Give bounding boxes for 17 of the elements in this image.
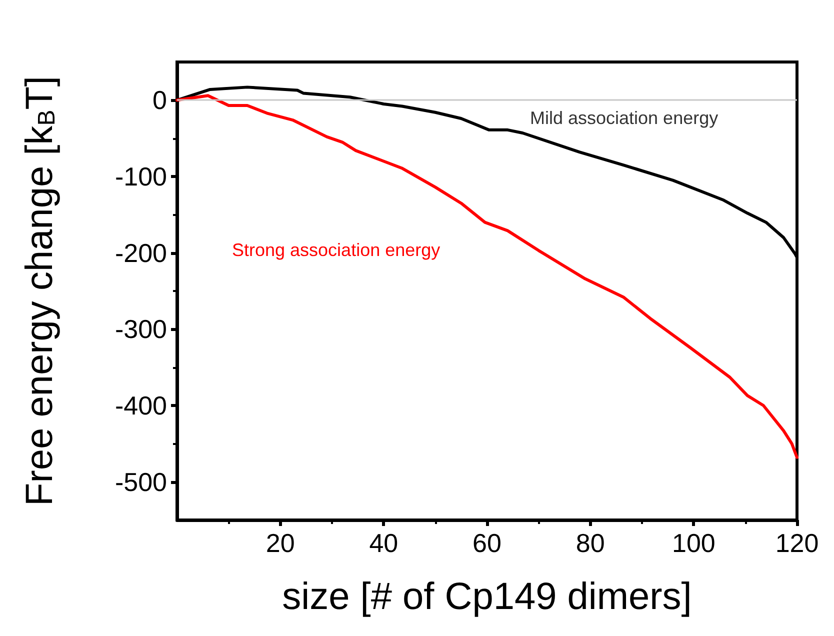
x-tick-label: 80	[576, 528, 605, 558]
y-tick-label: -400	[114, 390, 167, 420]
x-axis-title: size [# of Cp149 dimers]	[282, 576, 692, 618]
text: Strong association energy	[232, 240, 440, 260]
y-tick-label: -200	[114, 238, 167, 268]
x-tick-label: 100	[672, 528, 716, 558]
y-tick-label: -300	[114, 314, 167, 344]
series-label: Mild association energy	[530, 108, 718, 128]
y-tick-label: 0	[152, 85, 167, 116]
y-axis-title: Free energy change [kBT]	[19, 76, 61, 506]
y-tick-label: -100	[114, 162, 167, 192]
line-series	[176, 94, 798, 459]
y-tick-label: -500	[114, 466, 167, 497]
x-tick-label: 20	[266, 528, 295, 558]
x-tick-label: 60	[472, 528, 502, 558]
x-tick-label: 120	[775, 528, 819, 558]
x-tick-label: 40	[369, 528, 398, 558]
